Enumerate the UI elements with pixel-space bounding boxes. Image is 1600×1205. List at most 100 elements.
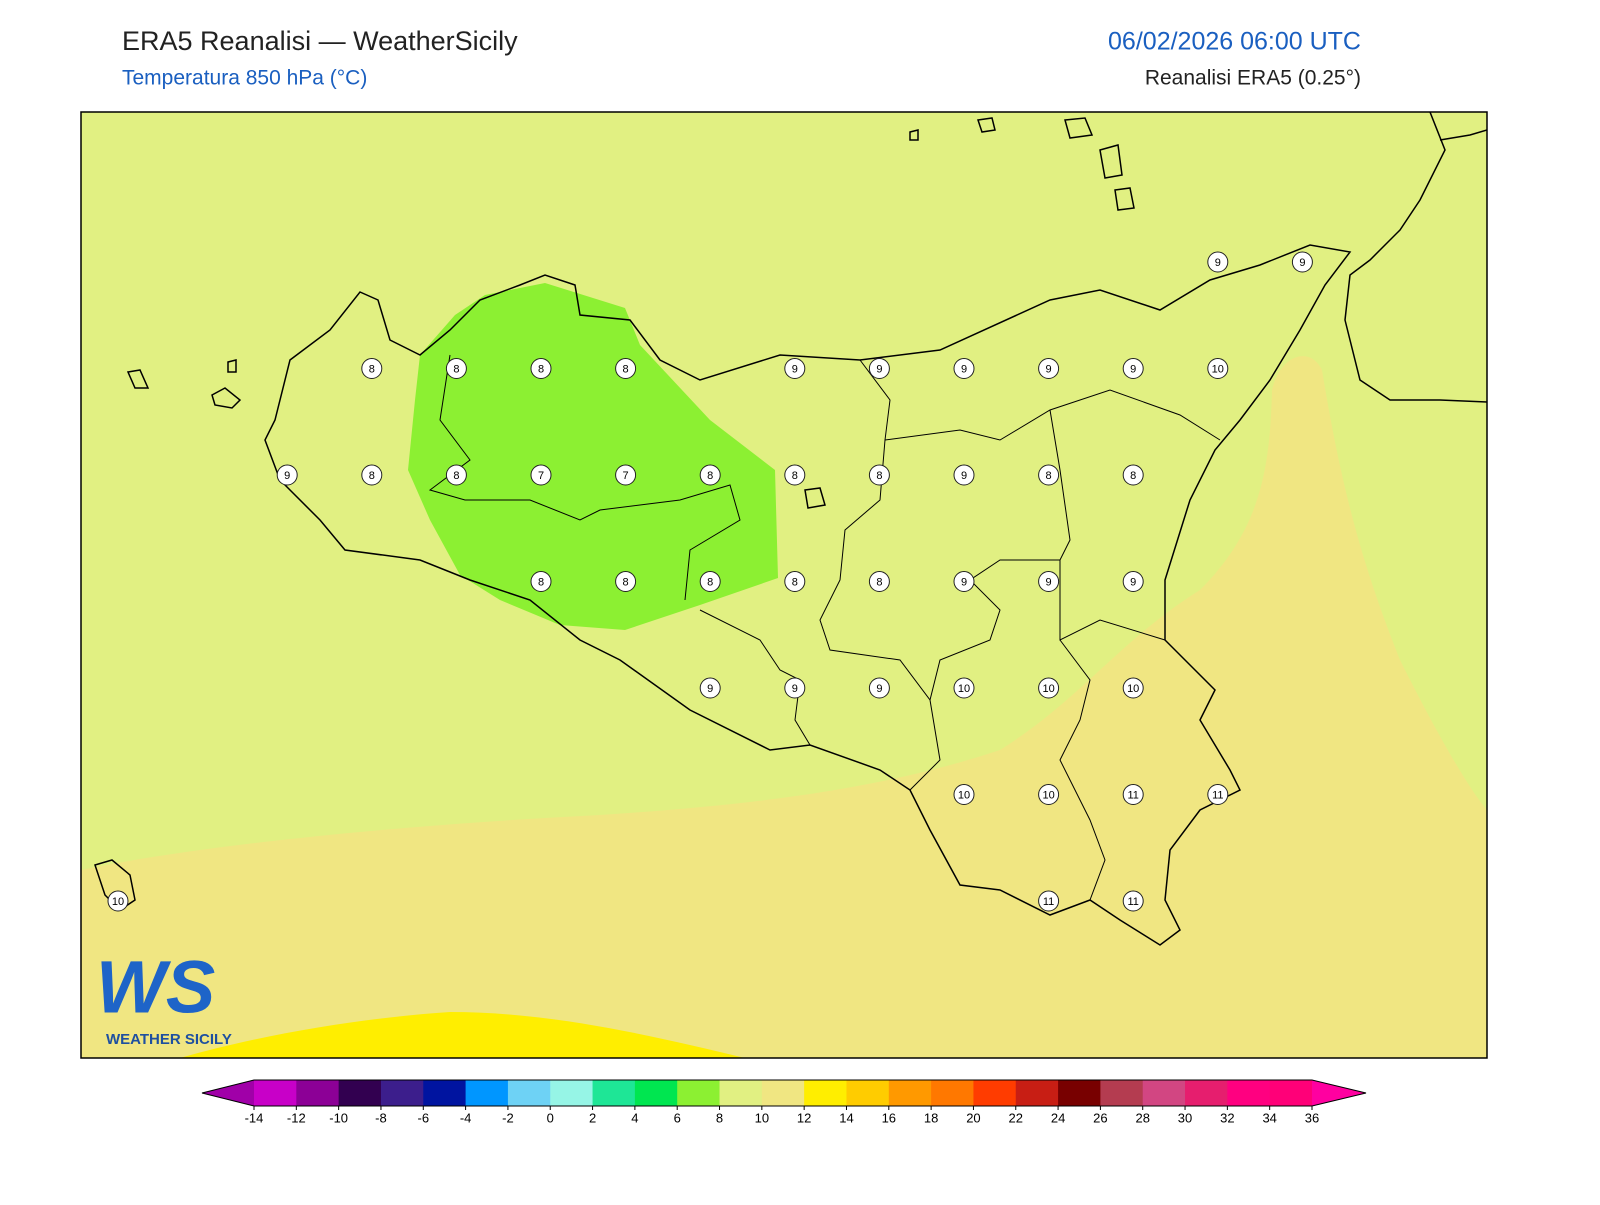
colorbar-tick-label: -10	[329, 1110, 348, 1125]
station-value: 10	[1127, 683, 1139, 695]
station-value: 9	[1299, 257, 1305, 269]
station-marker	[361, 464, 383, 486]
station-marker	[107, 890, 129, 912]
station-marker	[1038, 358, 1060, 379]
colorbar-segment	[1142, 1080, 1186, 1106]
colorbar-segment	[507, 1080, 551, 1106]
station-value: 8	[707, 470, 713, 482]
datetime: 06/02/2026 06:00 UTC	[1108, 28, 1361, 56]
station-value: 9	[1130, 363, 1136, 375]
station-value: 8	[453, 470, 459, 482]
station-marker	[1122, 890, 1144, 912]
colorbar-tick-label: 32	[1220, 1110, 1234, 1125]
station-marker	[699, 677, 721, 699]
station-marker	[1122, 784, 1144, 805]
station-value: 9	[961, 470, 967, 482]
colorbar-segment	[296, 1080, 340, 1106]
station-value: 10	[958, 683, 970, 695]
station-value: 8	[1130, 470, 1136, 482]
station-value: 10	[112, 896, 124, 908]
station-value: 8	[792, 470, 798, 482]
station-value: 8	[623, 363, 629, 375]
station-marker	[445, 464, 467, 486]
coastline	[94, 112, 1487, 946]
colorbar-tick-label: 36	[1305, 1110, 1319, 1125]
station-marker	[784, 464, 806, 486]
colorbar-segment	[465, 1080, 509, 1106]
station-value: 9	[1046, 363, 1052, 375]
station-marker	[1038, 784, 1060, 805]
colorbar-tick-label: 20	[966, 1110, 980, 1125]
station-marker	[1207, 251, 1229, 273]
colorbar-tick-label: 6	[674, 1110, 681, 1125]
colorbar-tick-label: 2	[589, 1110, 596, 1125]
colorbar-over	[1312, 1080, 1366, 1106]
station-marker	[361, 358, 383, 379]
station-value: 9	[792, 683, 798, 695]
station-marker	[1038, 890, 1060, 912]
subtitle: Temperatura 850 hPa (°C)	[122, 67, 367, 90]
station-value: 8	[538, 576, 544, 588]
logo-mark: WS	[96, 946, 215, 1029]
station-value: 8	[453, 363, 459, 375]
colorbar-segment	[254, 1080, 297, 1106]
station-value: 9	[876, 683, 882, 695]
station-marker	[868, 358, 890, 379]
station-marker	[530, 571, 552, 592]
station-value: 9	[961, 363, 967, 375]
source: Reanalisi ERA5 (0.25°)	[1145, 67, 1361, 90]
colorbar-segment	[973, 1080, 1017, 1106]
stations: 9 9 8 8 8 8 9 9 9 9 9 10 9 8 8 7 7 8 8 8 9 8 8 8 8 8 8 8 9 9 9 9 9 9 10 10 1…	[107, 251, 1313, 912]
colorbar-segment	[719, 1080, 763, 1106]
colorbar-under	[202, 1080, 254, 1106]
station-marker	[1038, 677, 1060, 699]
station-marker	[784, 571, 806, 592]
field-10-12	[81, 356, 1487, 1058]
colorbar-tick-label: -6	[417, 1110, 429, 1125]
station-marker	[953, 784, 975, 805]
colorbar-tick-label: 18	[924, 1110, 938, 1125]
station-marker	[1122, 677, 1144, 699]
station-value: 8	[623, 576, 629, 588]
station-value: 8	[876, 470, 882, 482]
station-value: 8	[792, 576, 798, 588]
station-value: 9	[1046, 576, 1052, 588]
colorbar-tick-label: 4	[631, 1110, 638, 1125]
colorbar-segment	[1100, 1080, 1144, 1106]
colorbar-tick-label: 28	[1135, 1110, 1149, 1125]
colorbar-segment	[634, 1080, 678, 1106]
colorbar-segment	[1058, 1080, 1101, 1106]
station-value: 8	[1046, 470, 1052, 482]
colorbar-segment	[380, 1080, 424, 1106]
colorbar-segment	[423, 1080, 467, 1106]
title: ERA5 Reanalisi — WeatherSicily	[122, 26, 518, 56]
station-marker	[784, 358, 806, 379]
colorbar-tick-label: 10	[755, 1110, 769, 1125]
map	[81, 112, 1487, 1058]
station-marker	[1122, 571, 1144, 592]
station-value: 10	[1042, 683, 1054, 695]
station-marker	[445, 358, 467, 379]
station-marker	[615, 571, 637, 592]
station-value: 9	[876, 363, 882, 375]
station-value: 8	[369, 470, 375, 482]
station-value: 8	[369, 363, 375, 375]
colorbar-segment	[804, 1080, 847, 1106]
station-value: 8	[538, 363, 544, 375]
colorbar-tick-label: 22	[1009, 1110, 1023, 1125]
colorbar-segment	[592, 1080, 636, 1106]
station-value: 11	[1212, 789, 1223, 801]
colorbar-segment	[338, 1080, 382, 1106]
station-marker	[1291, 251, 1313, 273]
colorbar-segment	[888, 1080, 932, 1106]
station-marker	[784, 677, 806, 699]
station-value: 10	[1042, 789, 1054, 801]
station-marker	[953, 677, 975, 699]
station-marker	[1122, 464, 1144, 486]
station-value: 9	[961, 576, 967, 588]
station-marker	[1122, 358, 1144, 379]
station-value: 9	[792, 363, 798, 375]
station-value: 11	[1127, 896, 1138, 908]
station-marker	[1207, 358, 1229, 379]
